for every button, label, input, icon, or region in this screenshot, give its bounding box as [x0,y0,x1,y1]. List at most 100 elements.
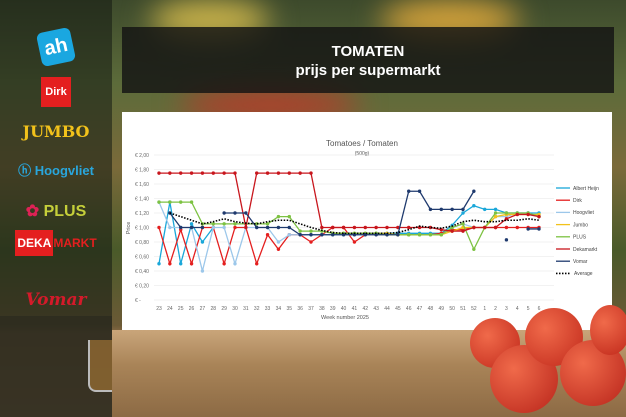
x-tick-label: 28 [211,306,217,312]
x-tick-label: 35 [287,306,293,312]
data-point [417,189,422,193]
y-tick-label: € 0,20 [135,284,149,290]
chart-subtitle: (500g) [355,151,370,157]
data-point [189,171,194,175]
x-tick-label: 36 [297,306,303,312]
x-tick-label: 26 [189,306,195,312]
chart-title: Tomatoes / Tomaten [326,139,398,148]
data-point [276,225,281,230]
data-point [352,240,357,244]
y-tick-label: € 0,60 [135,255,149,261]
x-tick-label: 48 [428,306,434,312]
data-point [189,225,194,230]
data-point [331,225,335,230]
x-tick-label: 31 [243,306,249,312]
x-tick-label: 27 [200,306,206,312]
y-tick-label: € 1,20 [135,211,149,217]
data-point [276,240,281,244]
data-point [331,233,335,237]
data-point [287,225,291,230]
legend-label: Jumbo [573,222,588,228]
supermarket-logo-sidebar: ah Dirk JUMBO ⓗ Hoogvliet ✿ PLUS DEKA MAR… [0,0,152,417]
data-point [461,211,465,215]
data-point [265,171,270,175]
x-tick-label: 49 [439,306,445,312]
x-tick-label: 33 [265,306,271,312]
data-point [157,225,161,230]
x-tick-label: 25 [178,306,184,312]
price-line-chart: Tomatoes / Tomaten (500g) Week number 20… [126,139,599,321]
data-point [515,225,519,230]
page-subtitle: prijs per supermarkt [295,62,441,79]
data-point [157,262,161,266]
data-point [450,225,454,230]
data-point [179,262,183,266]
x-tick-label: 6 [538,306,541,312]
data-point [168,262,172,266]
series-line-dekamarkt [159,172,540,232]
hoogvliet-logo: ⓗ Hoogvliet [18,163,94,178]
data-point [157,171,161,175]
data-point [439,233,443,237]
series-line-average [169,212,540,235]
data-point [276,171,281,175]
legend-label: PLUS [573,235,587,241]
x-tick-label: 5 [527,306,530,312]
data-point [168,171,172,175]
data-point [298,171,302,175]
data-point [276,247,281,251]
data-point [450,229,454,233]
y-tick-label: € 2,00 [135,153,149,159]
page-title: TOMATEN [331,43,405,60]
x-tick-label: 29 [221,306,227,312]
x-tick-label: 1 [483,306,486,312]
x-tick-label: 50 [449,306,455,312]
data-point [472,247,476,251]
x-tick-label: 51 [460,306,466,312]
x-tick-label: 47 [417,306,423,312]
chart-panel: Tomatoes / Tomaten (500g) Week number 20… [122,112,612,330]
legend-label: Average [574,271,593,277]
data-point [255,262,259,266]
legend-label: Vomar [573,259,588,265]
data-point [211,222,215,226]
x-tick-label: 39 [330,306,336,312]
x-tick-label: 30 [232,306,238,312]
data-point [211,171,215,175]
data-point [472,204,476,208]
x-tick-label: 3 [505,306,508,312]
y-tick-label: € 0,80 [135,240,149,246]
data-point [168,200,172,204]
data-point [265,233,270,237]
data-point [504,225,509,230]
x-tick-label: 41 [352,306,358,312]
x-tick-label: 34 [276,306,282,312]
data-point [265,225,270,230]
data-point [483,225,487,230]
data-point [428,207,433,212]
data-point [276,214,281,219]
data-point [396,225,400,230]
x-tick-label: 44 [384,306,390,312]
data-point [233,211,237,215]
data-point [189,222,194,226]
data-point [526,212,530,217]
y-tick-label: € 0,40 [135,269,149,275]
data-point [363,225,367,230]
data-point [461,222,465,226]
x-tick-label: 40 [341,306,347,312]
plus-logo: ✿ PLUS [25,203,87,220]
data-point [396,233,400,237]
data-point [320,225,324,230]
data-point [417,233,422,237]
x-tick-label: 23 [156,306,162,312]
x-tick-label: 42 [363,306,369,312]
data-point [493,214,498,219]
data-point [222,262,226,266]
data-point [493,211,498,215]
x-tick-label: 37 [308,306,314,312]
x-tick-label: 43 [373,306,379,312]
y-tick-label: € 1,00 [135,226,149,232]
data-point [222,222,226,226]
data-point [222,171,226,175]
